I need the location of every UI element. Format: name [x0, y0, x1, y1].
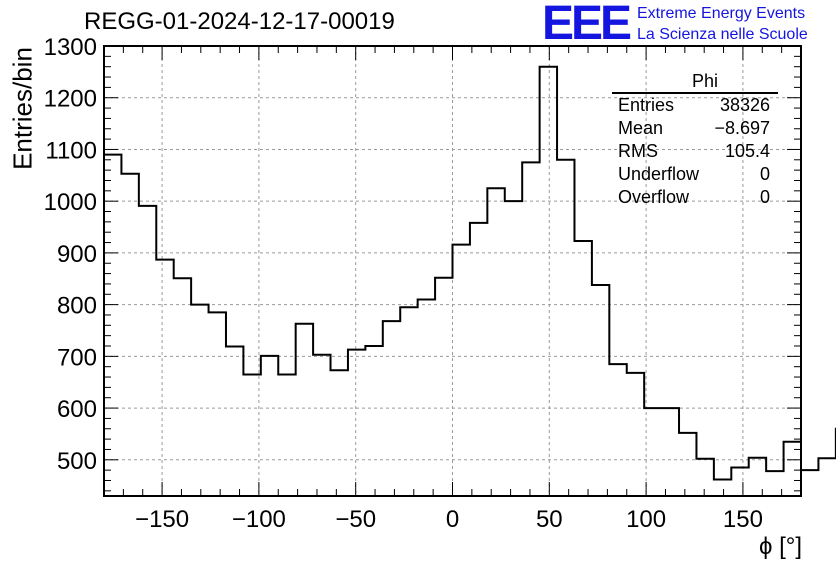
stats-row-entries: Entries 38326 [612, 94, 778, 117]
stats-row-underflow: Underflow 0 [612, 163, 778, 186]
y-tick-label: 1200 [44, 86, 97, 113]
chart-title: REGG-01-2024-12-17-00019 [84, 8, 395, 35]
stats-row-rms: RMS 105.4 [612, 140, 778, 163]
stats-label: Underflow [618, 164, 700, 184]
x-tick-label: 50 [536, 506, 563, 533]
y-tick-label: 1300 [44, 34, 97, 61]
y-tick-label: 1000 [44, 189, 97, 216]
stats-box: Phi Entries 38326 Mean −8.697 RMS 105.4 Und… [612, 70, 778, 209]
stats-value: 0 [759, 187, 770, 207]
x-tick-label: 100 [626, 506, 666, 533]
x-tick-label: 150 [723, 506, 763, 533]
logo-line-1: Extreme Energy Events [637, 5, 806, 22]
y-tick-label: 1100 [45, 137, 97, 164]
stats-label: Entries [618, 95, 675, 115]
stats-box-title: Phi [612, 70, 778, 94]
histogram-line [104, 65, 836, 481]
y-tick-label: 600 [57, 396, 97, 423]
x-tick-label: −50 [335, 506, 376, 533]
x-tick-label: −150 [135, 506, 189, 533]
eee-logo: EEE [542, 0, 632, 50]
y-tick-label: 700 [57, 344, 97, 371]
stats-label: RMS [618, 141, 658, 161]
x-axis-label: ϕ [°] [758, 533, 802, 560]
logo-caption: Extreme Energy Events La Scienza nelle S… [637, 3, 808, 45]
plot-frame [103, 45, 802, 497]
stats-value: 105.4 [724, 141, 770, 161]
x-tick-label: 0 [446, 506, 459, 533]
y-tick-label: 800 [57, 293, 97, 320]
logo-line-2: La Scienza nelle Scuole [637, 26, 808, 43]
stats-value: 0 [759, 164, 770, 184]
stats-value: −8.697 [714, 118, 770, 138]
x-tick-label: −100 [232, 506, 286, 533]
stats-label: Mean [618, 118, 664, 138]
y-tick-label: 500 [57, 448, 97, 475]
y-tick-label: 900 [57, 241, 97, 268]
stats-value: 38326 [719, 95, 770, 115]
stats-label: Overflow [618, 187, 690, 207]
y-axis-label: Entries/bin [7, 47, 38, 170]
stats-row-overflow: Overflow 0 [612, 186, 778, 209]
stats-row-mean: Mean −8.697 [612, 117, 778, 140]
